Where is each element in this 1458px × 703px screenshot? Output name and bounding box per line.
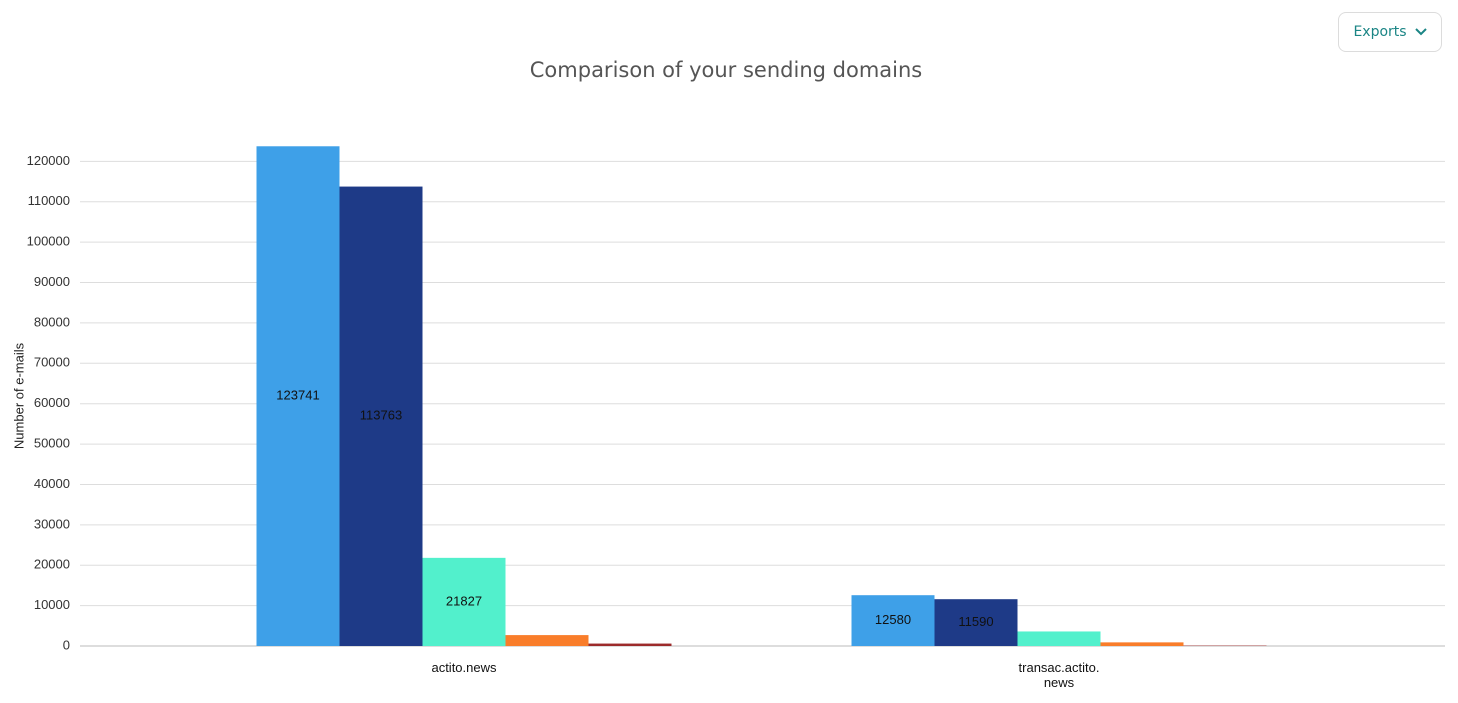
y-tick-label: 60000 [34,395,70,410]
y-axis-label: Number of e-mails [11,342,26,449]
y-tick-label: 120000 [27,153,70,168]
chart-title: Comparison of your sending domains [530,58,922,82]
y-tick-label: 100000 [27,234,70,249]
y-tick-label: 0 [63,637,70,652]
y-tick-label: 90000 [34,274,70,289]
bar [588,643,672,646]
y-tick-label: 50000 [34,436,70,451]
y-tick-label: 110000 [28,193,70,208]
bar [422,557,506,646]
bar [1017,631,1101,646]
x-tick-label: actito.news [431,660,497,675]
data-label: 113763 [360,408,402,423]
data-label: 12580 [875,612,911,627]
bar [1100,642,1184,646]
y-tick-label: 80000 [34,314,70,329]
bar [256,146,340,646]
y-tick-label: 30000 [34,516,70,531]
data-label: 11590 [958,614,993,629]
bar [851,595,935,646]
bar [339,186,423,646]
y-tick-label: 70000 [34,355,70,370]
bar [934,599,1018,646]
data-label: 123741 [276,388,319,403]
y-tick-label: 10000 [34,597,70,612]
y-tick-label: 40000 [34,476,70,491]
bar [505,635,589,646]
x-tick-label: transac.actito.news [1018,660,1100,690]
chevron-icon [1414,28,1427,36]
y-tick-label: 20000 [34,557,70,572]
data-label: 21827 [446,593,482,608]
exports-button[interactable]: Exports [1338,12,1442,52]
exports-label: Exports [1353,24,1407,40]
